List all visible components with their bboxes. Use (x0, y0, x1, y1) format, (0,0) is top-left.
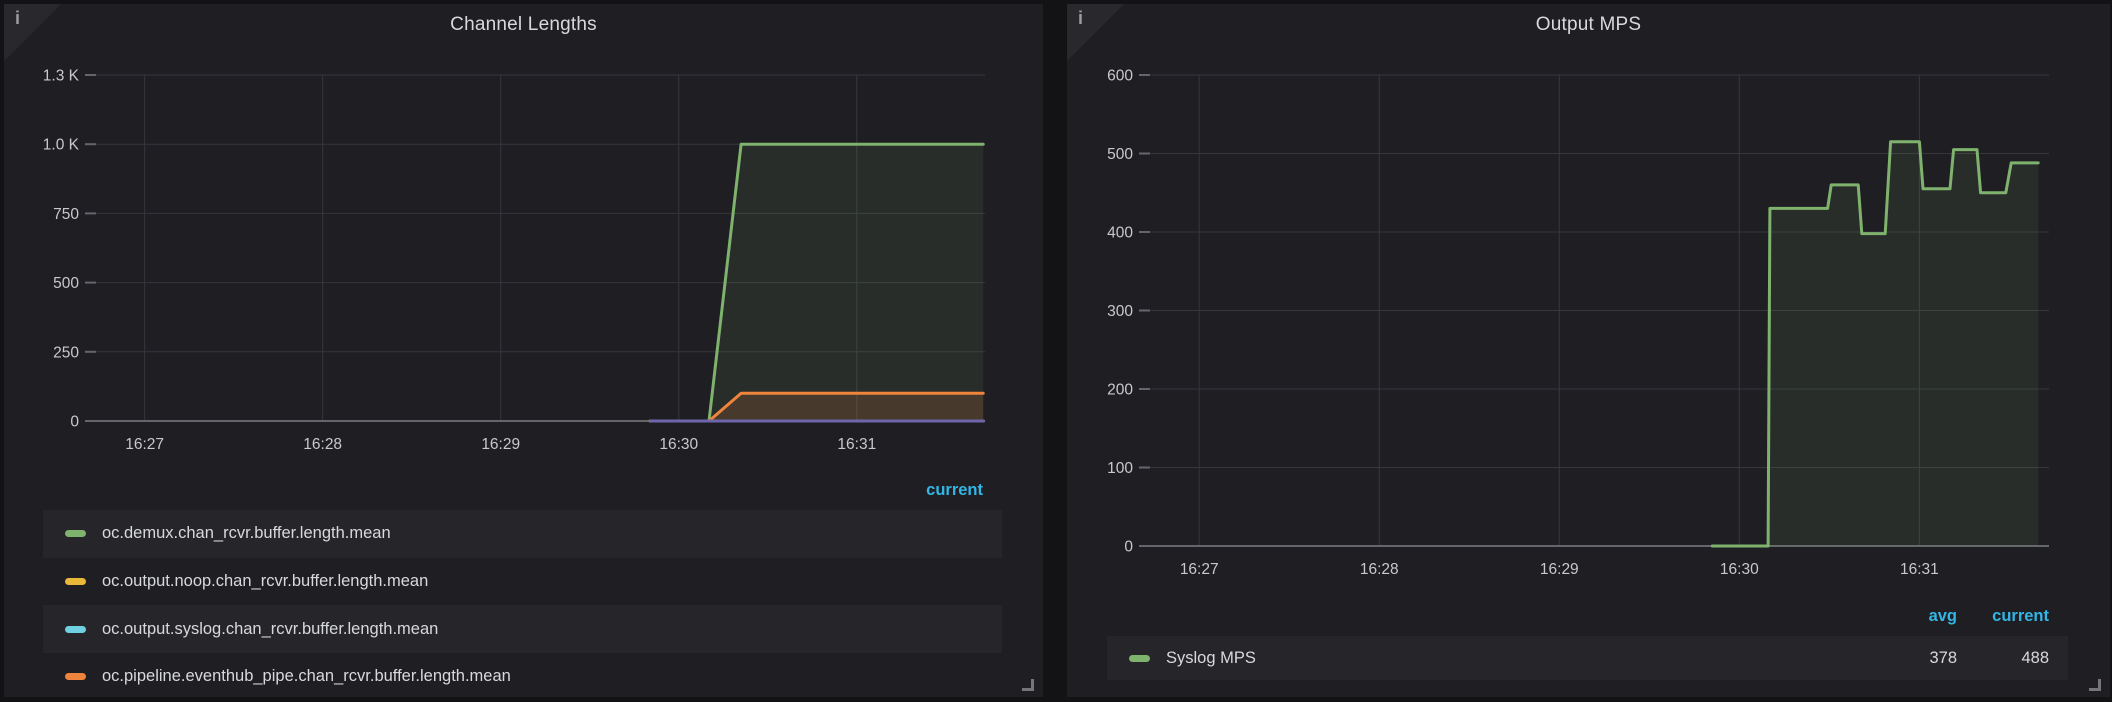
panel-channel-lengths: 1.3 K 1.0 K 750 500 250 0 16:27 16:28 16:29 16:30… (4, 4, 1043, 697)
x-axis-tick-label: 16:29 (481, 436, 520, 453)
panel-title[interactable]: Output MPS (1535, 14, 1642, 35)
legend-item[interactable]: oc.output.noop.chan_rcvr.buffer.length.m… (43, 558, 1002, 606)
info-icon: i (1078, 8, 1084, 28)
legend-color-swatch (65, 625, 86, 633)
series-line (1710, 140, 2040, 548)
y-axis-tick-label: 1.0 K (43, 137, 80, 154)
y-axis-tick-label: 200 (1107, 382, 1133, 399)
y-axis-tick-label: 300 (1107, 303, 1133, 320)
legend-item[interactable]: oc.demux.chan_rcvr.buffer.length.mean (43, 510, 1002, 558)
x-axis-tick-label: 16:27 (125, 436, 164, 453)
legend-color-swatch (65, 578, 86, 586)
info-corner-triangle (1067, 4, 1124, 61)
y-axis-tick-label: 400 (1107, 225, 1133, 242)
x-axis-tick-label: 16:30 (1720, 561, 1759, 578)
legend-series-name: oc.output.syslog.chan_rcvr.buffer.length… (102, 619, 439, 638)
x-axis-tick-label: 16:31 (837, 436, 876, 453)
legend-sort-column-current[interactable]: current (926, 480, 983, 499)
panel-info-corner[interactable]: i (4, 4, 61, 61)
legend-series-name: oc.output.noop.chan_rcvr.buffer.length.m… (102, 572, 429, 591)
x-axis-tick-label: 16:28 (1360, 561, 1399, 578)
legend-header: current (43, 470, 1002, 510)
panel-resize-handle[interactable] (2089, 679, 2101, 691)
legend-series-name: Syslog MPS (1166, 648, 1256, 667)
x-axis-tick-label: 16:29 (1540, 561, 1579, 578)
legend-stat-avg: 378 (1929, 648, 1957, 667)
legend-item[interactable]: oc.pipeline.eventhub_pipe.chan_rcvr.buff… (43, 653, 1002, 697)
y-axis-tick-label: 1.3 K (43, 68, 80, 85)
legend-color-swatch (65, 673, 86, 681)
x-axis-tick-label: 16:28 (303, 436, 342, 453)
legend-table: avg current Syslog MPS 378 488 (1107, 602, 2068, 680)
panel-resize-handle[interactable] (1022, 679, 1034, 691)
y-axis-tick-label: 0 (70, 414, 79, 431)
panel-title[interactable]: Channel Lengths (450, 14, 597, 35)
legend-series-name: oc.pipeline.eventhub_pipe.chan_rcvr.buff… (102, 667, 511, 686)
panel-output-mps: 600 500 400 300 200 100 0 16:27 16:28 16:29 16:30 1… (1067, 4, 2110, 697)
legend-sort-column-avg[interactable]: avg (1928, 606, 1957, 625)
legend-item[interactable]: Syslog MPS 378 488 (1107, 636, 2068, 680)
y-axis-tick-label: 500 (1107, 146, 1133, 163)
legend-series-name: oc.demux.chan_rcvr.buffer.length.mean (102, 524, 391, 543)
y-axis-tick-label: 250 (53, 344, 79, 361)
legend-table: current oc.demux.chan_rcvr.buffer.length.… (43, 470, 1002, 697)
channel-lengths-chart[interactable]: 1.3 K 1.0 K 750 500 250 0 16:27 16:28 16:29 16:30… (4, 4, 1043, 466)
legend-sort-column-current[interactable]: current (1992, 606, 2049, 625)
output-mps-chart[interactable]: 600 500 400 300 200 100 0 16:27 16:28 16:29 16:30 1… (1067, 4, 2110, 592)
y-axis-tick-label: 600 (1107, 68, 1133, 85)
y-axis-tick-label: 0 (1124, 539, 1133, 556)
info-corner-triangle (4, 4, 61, 61)
legend-stat-current: 488 (2021, 648, 2049, 667)
x-axis-tick-label: 16:31 (1900, 561, 1939, 578)
legend-header: avg current (1107, 602, 2068, 630)
x-axis-tick-label: 16:30 (659, 436, 698, 453)
legend-color-swatch (1129, 654, 1150, 662)
info-icon: i (15, 8, 21, 28)
legend-item[interactable]: oc.output.syslog.chan_rcvr.buffer.length… (43, 605, 1002, 653)
y-axis-tick-label: 750 (53, 206, 79, 223)
x-axis-tick-label: 16:27 (1180, 561, 1219, 578)
y-axis-tick-label: 500 (53, 275, 79, 292)
legend-color-swatch (65, 530, 86, 538)
y-axis-tick-label: 100 (1107, 460, 1133, 477)
panel-info-corner[interactable]: i (1067, 4, 1124, 61)
